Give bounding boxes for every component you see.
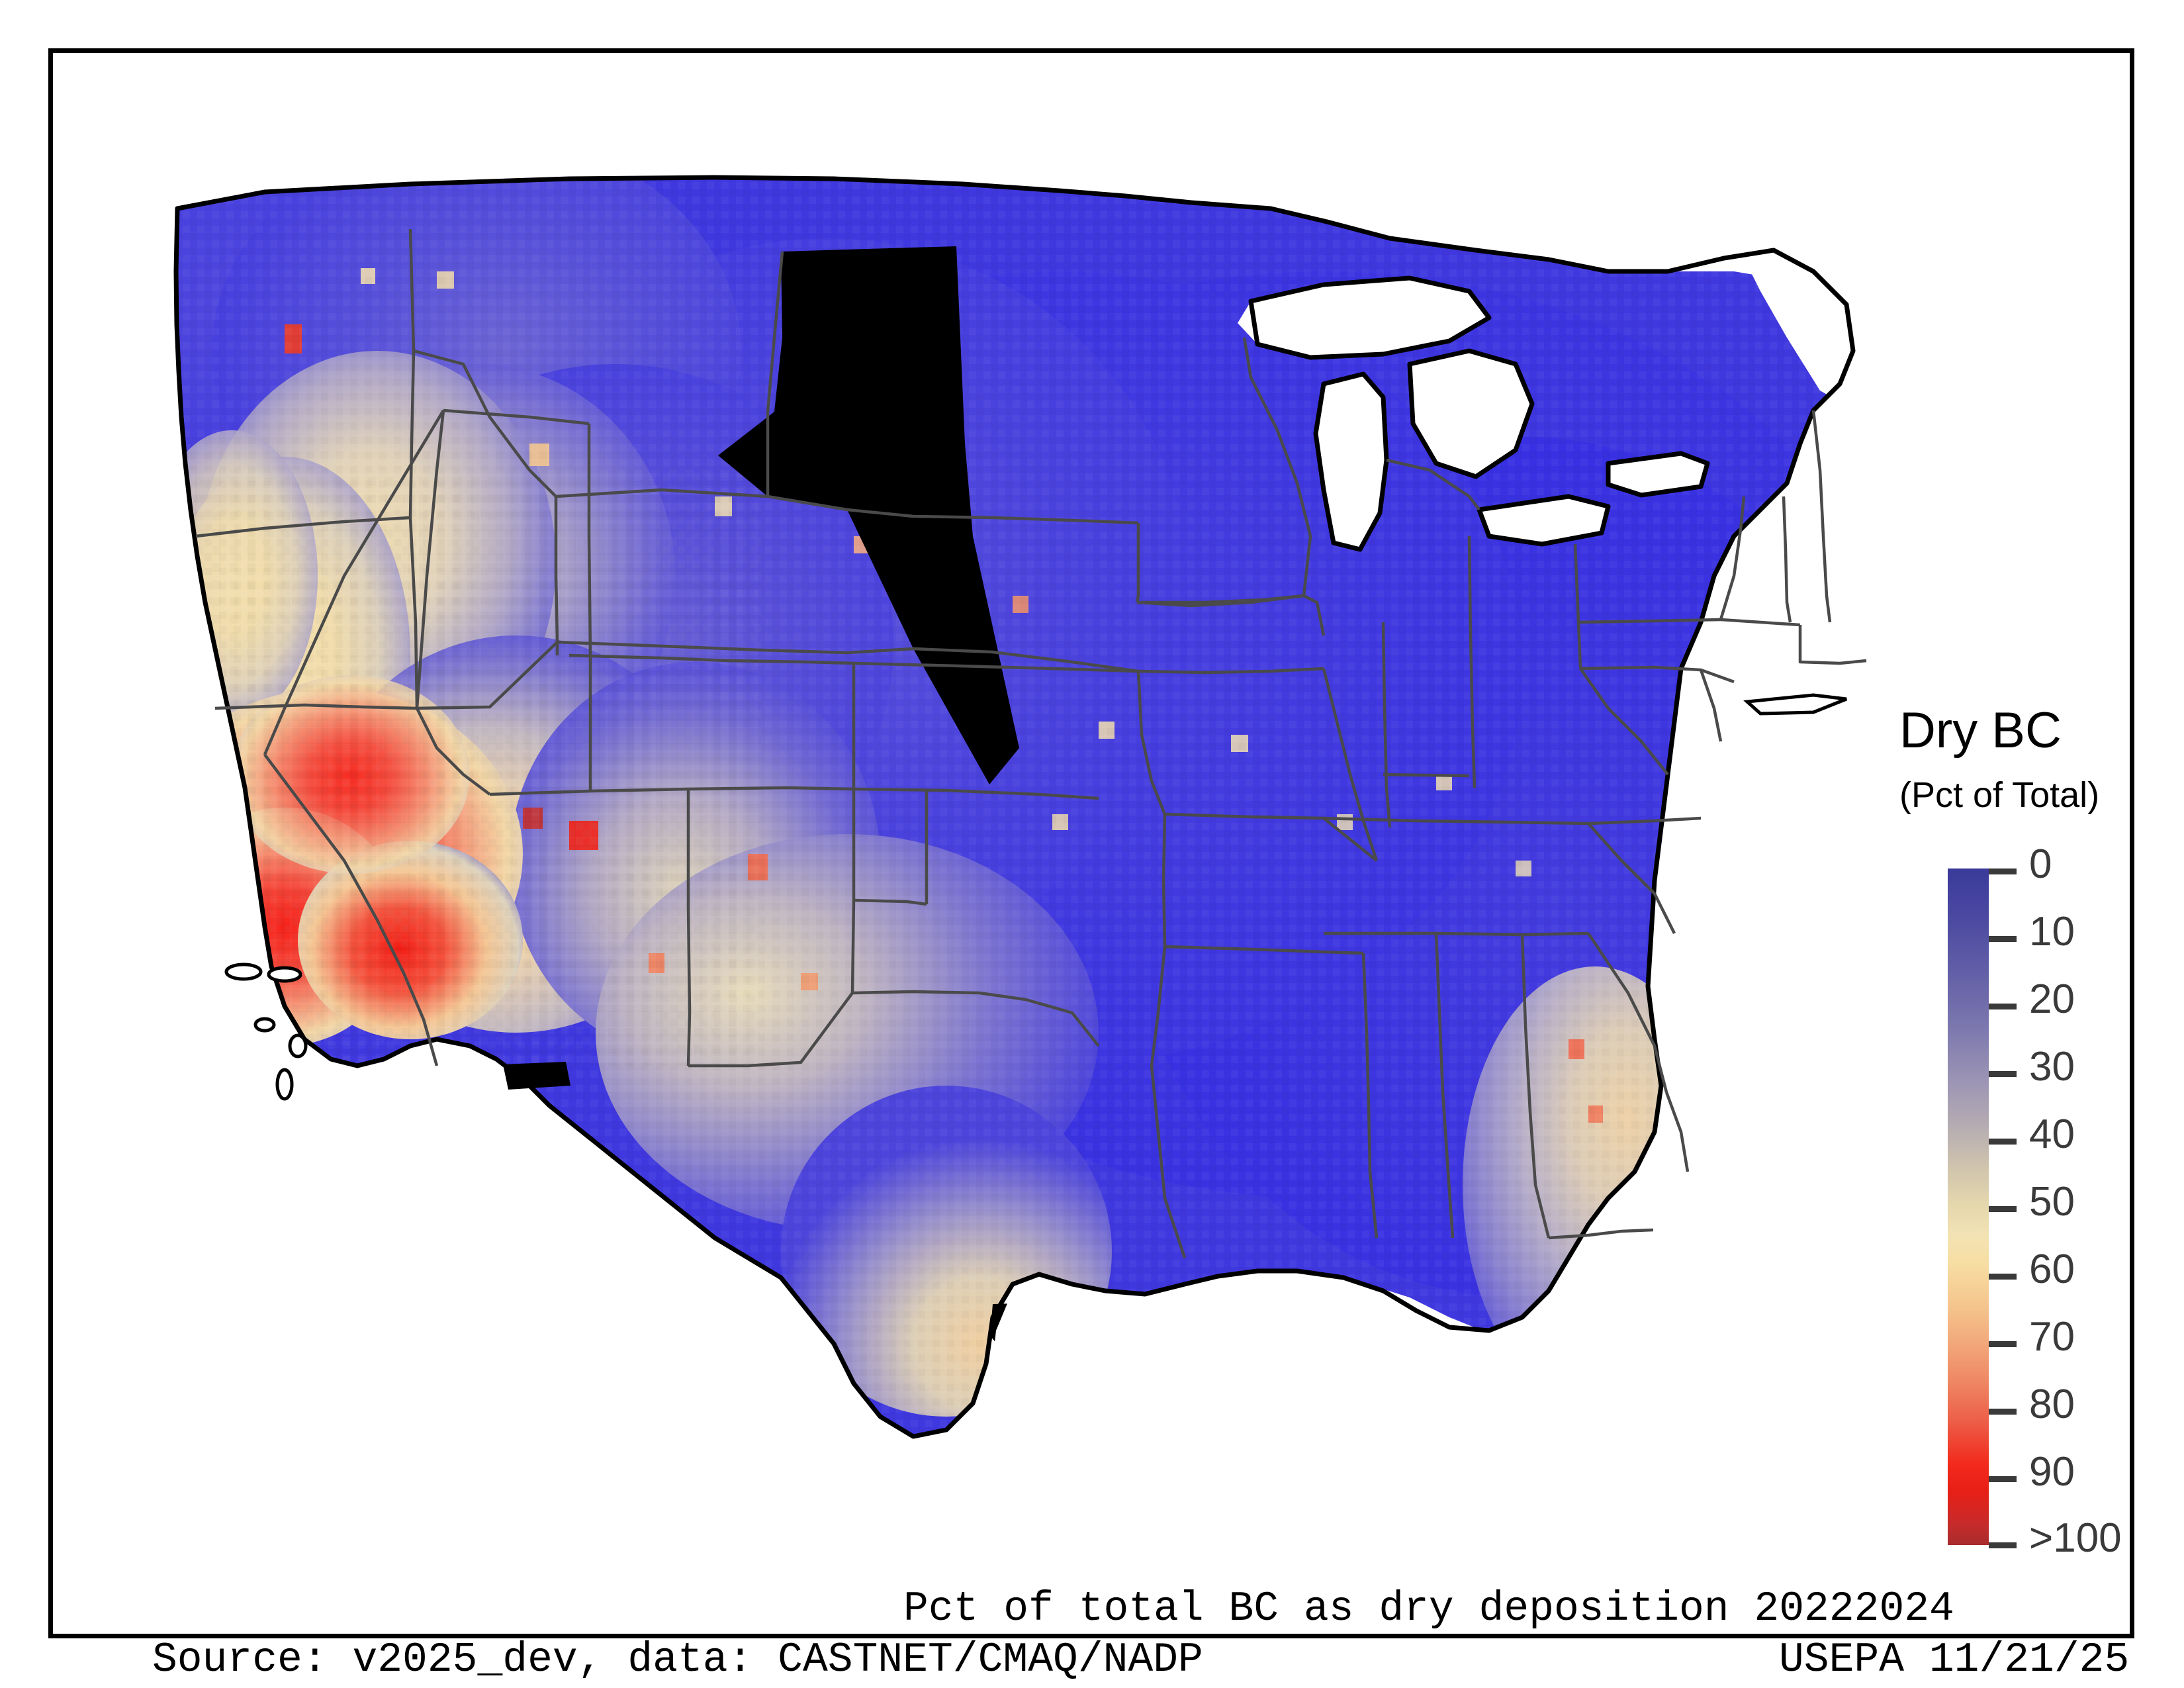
colorbar-tick-60 xyxy=(1989,1274,2017,1280)
colorbar-tick-20 xyxy=(1989,1004,2017,1009)
lake-ontario xyxy=(1608,453,1707,495)
colorbar-tick-40 xyxy=(1989,1139,2017,1145)
colorbar-tick-50 xyxy=(1989,1206,2017,1212)
national-boundary-outline xyxy=(173,175,1856,1439)
colorbar-legend: Dry BC (Pct of Total) 0 10 20 30 40 50 6… xyxy=(1899,702,2184,1562)
data-raster-layer xyxy=(176,177,1853,1436)
map-canvas xyxy=(53,53,2130,1634)
lake-huron xyxy=(1410,351,1532,477)
agency-datestamp: USEPA 11/21/25 xyxy=(1779,1636,2130,1683)
colorbar-label-90: 90 xyxy=(2029,1449,2075,1495)
channel-islands xyxy=(224,962,308,1101)
canada-maritimes xyxy=(1741,238,1939,417)
colorbar-label-10: 10 xyxy=(2029,909,2075,955)
us-choropleth-map xyxy=(66,73,1959,1496)
colorbar-tick-70 xyxy=(1989,1341,2017,1347)
colorbar-label-20: 20 xyxy=(2029,976,2075,1022)
colorbar-tick-90 xyxy=(1989,1476,2017,1482)
lake-michigan xyxy=(1316,374,1387,549)
colorbar-label-30: 30 xyxy=(2029,1044,2075,1090)
colorbar-tick-10 xyxy=(1989,936,2017,942)
lake-superior xyxy=(1238,278,1489,357)
colorbar-tick-0 xyxy=(1989,868,2017,874)
lake-erie xyxy=(1479,496,1608,544)
colorbar-label-40: 40 xyxy=(2029,1111,2075,1157)
colorbar-label-80: 80 xyxy=(2029,1382,2075,1427)
colorbar-tick-30 xyxy=(1989,1071,2017,1077)
figure-caption: Pct of total BC as dry deposition 202220… xyxy=(903,1585,1954,1632)
colorbar-label-60: 60 xyxy=(2029,1246,2075,1292)
nodata-mask-arizona-border xyxy=(503,1062,570,1090)
colorbar-label-over100: >100 xyxy=(2029,1515,2122,1561)
colorbar-gradient-strip xyxy=(1948,868,1989,1545)
colorbar-tick-100 xyxy=(1989,1542,2017,1548)
ocean-and-outside-mask xyxy=(66,73,1959,1496)
colorbar-tick-80 xyxy=(1989,1409,2017,1415)
gulf-of-mexico xyxy=(1026,1276,1549,1496)
source-note: Source: v2025_dev, data: CASTNET/CMAQ/NA… xyxy=(152,1636,1203,1683)
legend-subtitle: (Pct of Total) xyxy=(1899,775,2100,815)
state-boundaries-layer xyxy=(195,228,1867,1258)
colorbar-label-70: 70 xyxy=(2029,1314,2075,1360)
legend-title: Dry BC xyxy=(1899,702,2062,759)
northeast-coastal-detail xyxy=(1743,693,1847,716)
colorbar-label-50: 50 xyxy=(2029,1179,2075,1225)
colorbar-label-0: 0 xyxy=(2029,841,2052,887)
figure-frame: Dry BC (Pct of Total) 0 10 20 30 40 50 6… xyxy=(48,48,2134,1683)
